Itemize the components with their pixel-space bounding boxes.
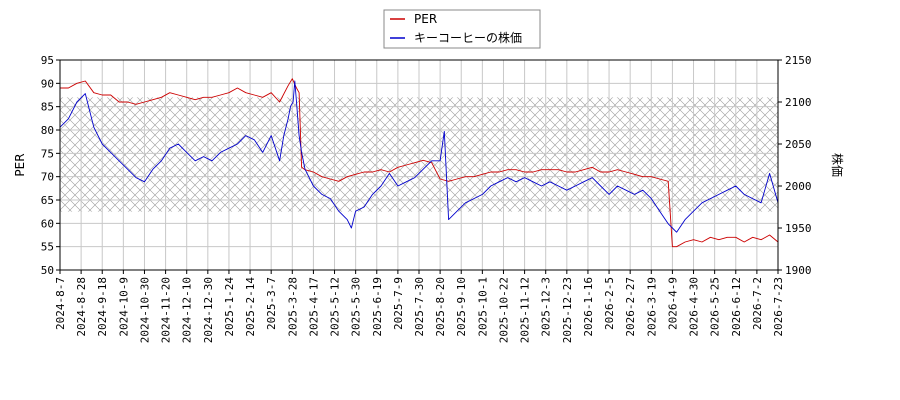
right-axis-title: 株価	[830, 153, 845, 177]
x-tick-label: 2025-10-1	[476, 277, 489, 337]
x-tick-label: 2025-7-30	[413, 277, 426, 337]
right-tick-label: 2100	[785, 96, 812, 109]
left-tick-label: 50	[41, 264, 54, 277]
x-tick-label: 2025-12-3	[540, 277, 553, 337]
series-lines	[60, 78, 778, 248]
left-tick-label: 95	[41, 54, 54, 67]
x-tick-label: 2025-5-12	[329, 277, 342, 337]
x-tick-label: 2025-7-9	[392, 277, 405, 330]
legend-box	[383, 9, 541, 49]
right-tick-label: 2150	[785, 54, 812, 67]
left-tick-label: 80	[41, 124, 54, 137]
x-tick-label: 2025-9-10	[455, 277, 468, 337]
left-tick-label: 60	[41, 217, 54, 230]
x-tick-label: 2025-8-20	[434, 277, 447, 337]
right-axis-ticks: 1900 1950 2000 2050 2100 2150	[778, 54, 812, 277]
x-tick-label: 2024-10-9	[117, 277, 130, 337]
left-tick-label: 90	[41, 77, 54, 90]
x-tick-label: 2026-6-12	[730, 277, 743, 337]
x-tick-label: 2026-1-16	[582, 277, 595, 337]
right-tick-label: 1900	[785, 264, 812, 277]
legend-price-label: キーコーヒーの株価	[414, 30, 522, 45]
left-tick-label: 85	[41, 101, 54, 114]
x-tick-label: 2024-8-7	[54, 277, 67, 330]
x-tick-label: 2025-1-24	[223, 277, 236, 337]
x-tick-label: 2025-2-14	[244, 277, 257, 337]
right-tick-label: 2000	[785, 180, 812, 193]
x-tick-label: 2026-3-19	[645, 277, 658, 337]
left-tick-label: 70	[41, 171, 54, 184]
x-tick-label: 2026-4-30	[688, 277, 701, 337]
x-tick-label: 2024-12-10	[181, 277, 194, 343]
x-tick-label: 2024-8-28	[75, 277, 88, 337]
x-tick-label: 2024-10-30	[138, 277, 151, 343]
x-tick-label: 2025-4-17	[307, 277, 320, 337]
left-axis-ticks: 50 55 60 65 70 75 80 85 90 95	[41, 54, 60, 277]
per-line	[60, 78, 778, 248]
x-tick-label: 2026-4-9	[666, 277, 679, 330]
x-axis-ticks: 2024-8-7 2024-8-28 2024-9-18 2024-10-9 2024-…	[54, 270, 785, 343]
legend: PER キーコーヒーの株価	[383, 9, 541, 49]
x-tick-label: 2024-9-18	[96, 277, 109, 337]
x-tick-label: 2025-12-23	[561, 277, 574, 343]
left-tick-label: 65	[41, 194, 54, 207]
x-tick-label: 2025-3-7	[265, 277, 278, 330]
x-tick-label: 2026-2-5	[603, 277, 616, 330]
left-axis-title: PER	[13, 153, 27, 176]
x-tick-label: 2024-11-20	[160, 277, 173, 343]
right-tick-label: 1950	[785, 222, 812, 235]
x-tick-label: 2026-7-2	[751, 277, 764, 330]
x-tick-label: 2025-5-30	[350, 277, 363, 337]
legend-per-label: PER	[414, 12, 437, 26]
left-tick-label: 55	[41, 241, 54, 254]
x-tick-label: 2025-10-22	[497, 277, 510, 343]
x-tick-label: 2025-6-19	[371, 277, 384, 337]
right-tick-label: 2050	[785, 138, 812, 151]
x-tick-label: 2026-2-27	[624, 277, 637, 337]
x-tick-label: 2025-11-12	[519, 277, 532, 343]
x-tick-label: 2026-7-23	[772, 277, 785, 337]
x-tick-label: 2024-12-30	[202, 277, 215, 343]
stock-price-line	[60, 80, 778, 233]
x-tick-label: 2025-3-28	[286, 277, 299, 337]
x-tick-label: 2026-5-25	[709, 277, 722, 337]
plot-area	[59, 59, 779, 271]
left-tick-label: 75	[41, 147, 54, 160]
